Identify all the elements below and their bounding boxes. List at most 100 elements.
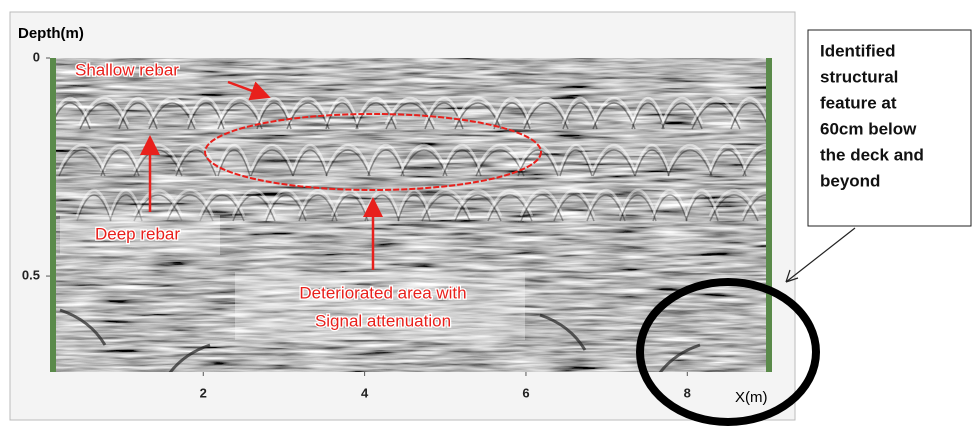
x-tick-label: 8 <box>684 385 691 400</box>
reflection <box>441 143 483 172</box>
reflection <box>399 143 449 172</box>
reflection <box>585 188 627 217</box>
reflection <box>132 188 184 217</box>
reflection <box>385 102 435 130</box>
reflection <box>231 188 277 217</box>
reflection <box>691 102 741 130</box>
reflection <box>561 96 599 125</box>
reflection <box>175 149 217 177</box>
reflection <box>586 194 626 222</box>
callout-text: Identified structural feature at 60cm below… <box>820 41 924 190</box>
reflection <box>454 194 502 222</box>
callout-line: beyond <box>820 171 880 190</box>
callout-line: feature at <box>820 93 897 112</box>
reflection <box>685 194 719 222</box>
callout-arrow <box>785 227 856 283</box>
reflection <box>186 96 226 125</box>
reflection <box>634 149 670 177</box>
reflection <box>592 149 636 177</box>
reflection <box>76 194 112 222</box>
y-axis-label: Depth(m) <box>18 25 84 42</box>
x-tick-label: 6 <box>522 385 529 400</box>
axes: 2 4 6 8 0 0.5 <box>22 49 691 400</box>
highlight-circle <box>636 278 820 426</box>
reflections <box>50 96 772 372</box>
reflection <box>708 188 760 217</box>
reflection <box>666 143 714 172</box>
reflection <box>264 188 308 217</box>
label-patch <box>235 272 525 340</box>
reflection <box>553 194 595 222</box>
reflection <box>591 96 637 125</box>
reflection <box>421 194 471 222</box>
reflection <box>99 143 141 172</box>
reflection <box>165 188 215 217</box>
annotation: Signal attenuation <box>315 311 451 330</box>
y-tick-label: 0.5 <box>22 267 40 282</box>
reflection <box>255 96 293 125</box>
reflection <box>298 194 338 222</box>
reflection <box>618 188 658 217</box>
annotation: Shallow rebar <box>75 60 179 79</box>
reflection <box>591 143 637 172</box>
x-axis-label: X(m) <box>735 389 768 406</box>
reflection <box>474 143 526 172</box>
reflection <box>108 188 144 217</box>
reflection <box>729 96 771 125</box>
reflection <box>709 194 759 222</box>
reflection <box>292 149 328 177</box>
reflection <box>486 188 534 217</box>
reflection <box>651 188 689 217</box>
callout-line: 60cm below <box>820 119 917 138</box>
callout-box <box>807 29 972 227</box>
reflection <box>285 96 331 125</box>
reflection <box>297 188 339 217</box>
callout-line: the deck and <box>820 145 924 164</box>
y-tick-label: 0 <box>33 49 40 64</box>
arrow <box>227 80 271 101</box>
annotation: Deep rebar <box>95 224 180 243</box>
reflection <box>217 149 251 177</box>
reflection <box>619 194 657 222</box>
reflection <box>232 194 276 222</box>
reflection <box>684 188 720 217</box>
reflection <box>118 102 158 130</box>
callout-line: structural <box>820 67 898 86</box>
reflection <box>216 143 252 172</box>
reflection <box>367 149 405 177</box>
reflection <box>198 188 246 217</box>
reflection <box>519 188 565 217</box>
reflection <box>325 102 359 130</box>
reflection <box>58 149 106 177</box>
callout-line: Identified <box>820 41 896 60</box>
reflection <box>658 343 701 372</box>
reflection <box>539 313 587 351</box>
reflection <box>324 143 372 172</box>
reflection <box>79 102 129 130</box>
reflection <box>397 194 431 222</box>
callout-arrowhead <box>785 269 799 283</box>
reflection <box>75 188 113 217</box>
reflection <box>487 194 533 222</box>
reflection <box>730 102 770 130</box>
reflection <box>109 194 143 222</box>
reflection <box>633 143 671 172</box>
reflection <box>709 149 747 177</box>
reflection <box>199 194 245 222</box>
reflection <box>520 194 564 222</box>
reflection <box>216 96 264 125</box>
reflection <box>552 188 596 217</box>
reflection <box>291 143 329 172</box>
reflection <box>652 194 688 222</box>
left-edge <box>50 58 56 372</box>
reflection <box>492 96 532 125</box>
reflection <box>355 102 397 130</box>
right-edge <box>766 58 772 372</box>
reflection <box>400 149 448 177</box>
label-patch <box>60 215 220 255</box>
deterioration-ellipse <box>204 113 542 191</box>
reflection <box>559 149 593 177</box>
reflection <box>661 102 703 130</box>
reflection <box>366 143 406 172</box>
